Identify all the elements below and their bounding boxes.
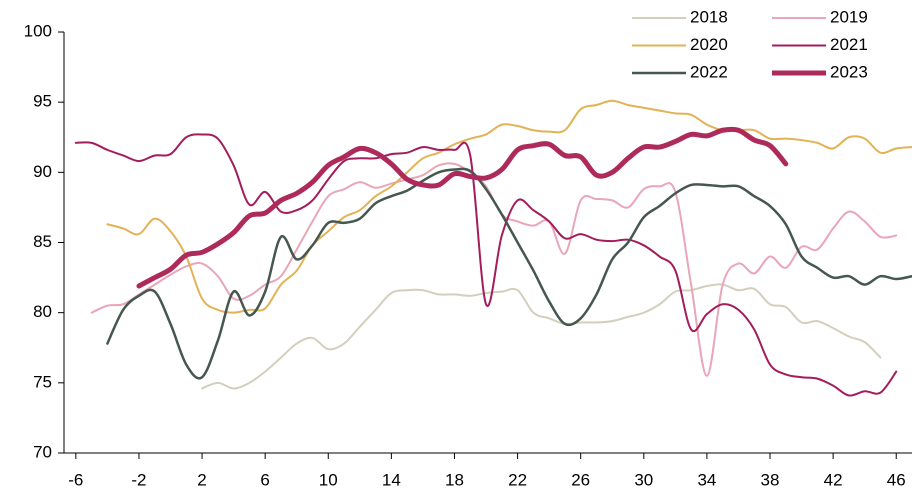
series-line — [201, 283, 882, 390]
legend-label: 2019 — [830, 7, 868, 26]
x-tick-label: 30 — [634, 470, 653, 489]
x-tick-label: -2 — [131, 470, 146, 489]
x-tick-label: 46 — [887, 470, 906, 489]
x-tick-label: 2 — [197, 470, 206, 489]
x-tick-label: 14 — [382, 470, 401, 489]
x-tick-label: -6 — [68, 470, 83, 489]
series-line — [74, 133, 898, 397]
legend-label: 2018 — [690, 7, 728, 26]
y-tick-label: 85 — [33, 232, 52, 251]
legend-label: 2023 — [830, 62, 868, 81]
x-tick-label: 38 — [761, 470, 780, 489]
series-line — [90, 162, 898, 377]
x-tick-label: 26 — [571, 470, 590, 489]
y-tick-label: 90 — [33, 162, 52, 181]
x-tick-label: 34 — [697, 470, 716, 489]
legend-label: 2022 — [690, 62, 728, 81]
y-tick-label: 100 — [24, 21, 52, 40]
x-tick-label: 22 — [508, 470, 527, 489]
series-line — [136, 126, 789, 289]
legend-label: 2021 — [830, 35, 868, 54]
series-line — [106, 167, 912, 380]
y-tick-label: 80 — [33, 302, 52, 321]
y-tick-label: 75 — [33, 372, 52, 391]
y-tick-label: 95 — [33, 92, 52, 111]
x-tick-label: 6 — [260, 470, 269, 489]
x-tick-label: 18 — [445, 470, 464, 489]
series-line — [106, 99, 912, 314]
legend-label: 2020 — [690, 35, 728, 54]
x-tick-label: 42 — [824, 470, 843, 489]
x-tick-label: 10 — [319, 470, 338, 489]
y-tick-label: 70 — [33, 442, 52, 461]
